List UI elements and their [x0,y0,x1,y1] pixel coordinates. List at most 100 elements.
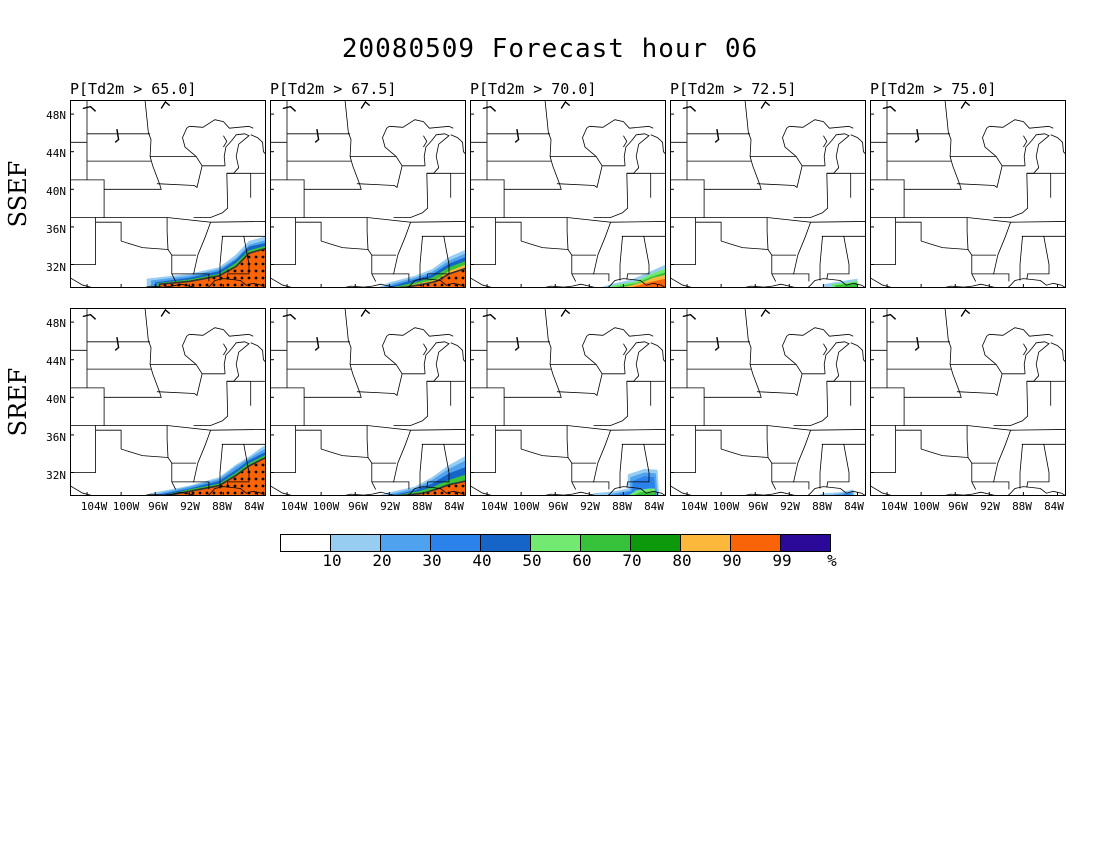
colorbar-swatch-0 [281,535,331,551]
state-boundary [1026,444,1050,488]
colorbar-label-60: 60 [572,551,592,570]
state-boundary [610,221,666,223]
state-boundary [623,133,650,174]
lake [914,128,920,143]
state-boundary [189,119,254,129]
lon-label-100w: 100W [512,500,540,513]
lon-label-100w: 100W [912,500,940,513]
state-boundary [219,444,223,489]
lake [514,336,520,351]
colorbar-swatch-5 [531,535,581,551]
state-boundary [967,217,1012,275]
state-boundary [823,341,850,382]
lon-label-100w: 100W [312,500,340,513]
colorbar-label-30: 30 [422,551,442,570]
state-boundary [495,217,569,250]
state-boundary [193,381,229,426]
state-boundary [1019,444,1023,489]
lon-label-92w: 92W [180,500,200,513]
probability-band [392,481,466,496]
state-boundary [192,481,210,490]
state-boundary [503,397,568,426]
lake [82,313,97,320]
state-boundary [756,125,803,189]
state-boundary [1050,134,1066,156]
lon-label-88w: 88W [412,500,432,513]
state-boundary [993,381,1029,426]
colorbar-swatch-8 [681,535,731,551]
lat-label-48n: 48N [46,317,66,330]
lake [282,105,297,112]
map-panel-ssef-75 [870,100,1066,288]
lake [560,308,571,317]
state-boundary [303,189,368,218]
state-boundary [156,125,203,189]
lon-label-88w: 88W [812,500,832,513]
state-boundary [819,236,823,281]
lon-label-84w: 84W [844,500,864,513]
state-boundary [823,135,828,148]
state-boundary [167,425,212,483]
lon-label-104w: 104W [80,500,108,513]
state-boundary [967,425,1012,483]
lake [882,105,897,112]
state-boundary [826,444,850,488]
state-boundary [695,217,769,250]
state-boundary [626,444,650,488]
lat-label-32n: 32N [46,261,66,274]
lake [760,308,771,317]
colorbar-swatch-7 [631,535,681,551]
lon-label-104w: 104W [480,500,508,513]
state-boundary [792,273,810,282]
state-boundary [870,100,962,190]
state-boundary [623,343,628,356]
state-boundary [419,236,423,281]
colorbar-swatch-6 [581,535,631,551]
state-boundary [295,425,369,458]
state-boundary [210,221,266,223]
state-boundary [895,217,969,250]
state-boundary [703,397,768,426]
lake [514,128,520,143]
lat-label-44n: 44N [46,147,66,160]
panel-frame [70,100,266,288]
colorbar-label-20: 20 [372,551,392,570]
state-boundary [223,133,250,174]
state-boundary [366,425,377,490]
state-boundary [870,277,894,288]
state-boundary [870,485,894,496]
state-boundary [942,486,1066,496]
lake [714,336,720,351]
state-boundary [226,444,250,488]
lat-label-48n: 48N [46,109,66,122]
lake [714,128,720,143]
state-boundary [393,381,429,426]
state-boundary [392,273,410,282]
state-boundary [1010,221,1066,223]
state-boundary [767,425,812,483]
state-boundary [810,429,866,431]
state-boundary [393,173,429,218]
state-boundary [223,343,228,356]
colorbar-label-80: 80 [672,551,692,570]
state-boundary [989,327,1054,337]
state-boundary [989,119,1054,129]
panel-title-1: P[Td2m > 65.0] [70,80,197,98]
state-boundary [342,486,466,496]
state-boundary [423,341,450,382]
state-boundary [223,135,228,148]
state-boundary [756,333,803,397]
state-boundary [70,277,94,288]
map-panel-sref-72-5 [670,308,866,496]
state-boundary [670,308,762,398]
state-boundary [103,397,168,426]
colorbar-swatch-1 [331,535,381,551]
lat-label-40n: 40N [46,393,66,406]
state-boundary [450,342,466,364]
lake [314,128,320,143]
lake [482,313,497,320]
colorbar-label-10: 10 [322,551,342,570]
lon-label-88w: 88W [612,500,632,513]
row-label-sref: SREF [4,367,32,437]
colorbar-swatch-10 [781,535,830,551]
